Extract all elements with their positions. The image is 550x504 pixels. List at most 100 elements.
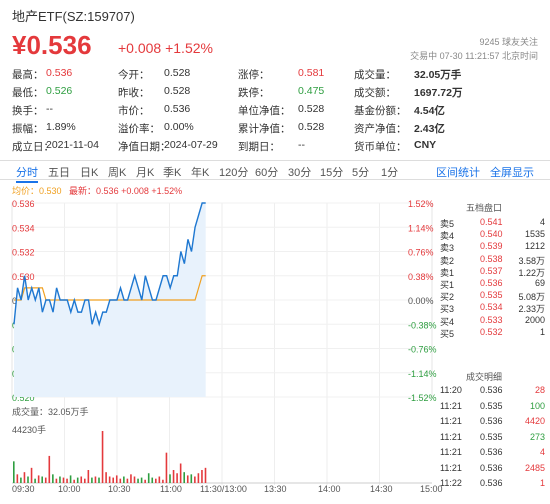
quote-value: 0.526: [46, 85, 73, 97]
quote-value: 0.528: [298, 103, 325, 115]
chart-legend: 均价：0.530 最新：0.536 +0.008 +1.52%: [12, 184, 182, 197]
orderbook-row: 卖3 0.539 1212: [440, 241, 545, 253]
tab-4[interactable]: 月K: [136, 167, 155, 179]
orderbook-side: 买1: [440, 280, 455, 290]
trade-volume: 273: [529, 431, 545, 442]
orderbook-volume: 1: [539, 326, 545, 337]
volume-bar: [172, 470, 175, 483]
trade-row: 11:21 0.535 273: [440, 432, 545, 444]
quote-label: 货币单位：: [354, 141, 407, 153]
tab-7[interactable]: 120分: [219, 167, 249, 179]
orderbook-side: 卖5: [440, 219, 455, 229]
trade-row: 11:21 0.536 4420: [440, 416, 545, 428]
legend-last: 最新：0.536 +0.008 +1.52%: [69, 186, 183, 196]
quote-label: 成交额：: [354, 87, 396, 99]
volume-bar: [169, 474, 171, 483]
legend-avg: 均价：0.530: [12, 186, 62, 196]
trade-price: 0.536: [480, 385, 503, 395]
orderbook-row: 买4 0.533 2000: [440, 315, 545, 327]
orderbook-volume: 5.08万: [518, 292, 545, 303]
quote-value: 0.581: [298, 67, 325, 79]
range-stats-link[interactable]: 区间统计: [436, 167, 480, 179]
price-change: +0.008 +1.52%: [118, 40, 213, 56]
followers-count[interactable]: 9245 球友关注: [479, 37, 538, 47]
trade-row: 11:20 0.536 28: [440, 385, 545, 397]
volume-bar: [59, 476, 61, 483]
quote-value: 32.05万手: [414, 69, 462, 81]
volume-bar: [186, 475, 189, 483]
quote-value: 2024-07-29: [164, 139, 218, 151]
page-title: 地产ETF(SZ:159707): [12, 9, 135, 24]
y-tick-label-pct: 0.76%: [408, 248, 434, 258]
y-tick-label-pct: -1.14%: [408, 369, 437, 379]
orderbook-price: 0.532: [480, 326, 503, 337]
tab-5[interactable]: 季K: [163, 167, 182, 179]
tab-8[interactable]: 60分: [255, 167, 279, 179]
tab-3[interactable]: 周K: [108, 167, 127, 179]
trade-time: 11:22: [440, 478, 462, 488]
orderbook-price: 0.534: [480, 302, 503, 313]
quote-label: 资产净值：: [354, 123, 407, 135]
volume-bar: [34, 478, 36, 483]
trade-time: 11:21: [440, 462, 462, 473]
x-tick-label: 15:00: [420, 484, 443, 494]
quote-row: 振幅： 1.89% 溢价率： 0.00% 累计净值： 0.528 资产净值： 2.43亿: [0, 121, 550, 139]
quote-label: 到期日：: [238, 141, 280, 153]
quote-value: 0.528: [164, 85, 191, 97]
trade-price: 0.535: [480, 400, 503, 411]
volume-bar: [48, 455, 51, 483]
volume-bar: [27, 476, 29, 483]
trade-volume: 4: [539, 447, 545, 457]
volume-bar: [44, 477, 47, 483]
quote-value: 1.89%: [46, 121, 76, 133]
volume-bar: [62, 477, 65, 483]
orderbook-price: 0.539: [480, 241, 503, 252]
fullscreen-link[interactable]: 全屏显示: [490, 167, 534, 179]
tab-1[interactable]: 五日: [48, 167, 70, 179]
quote-row: 最高： 0.536 今开： 0.528 涨停： 0.581 成交量： 32.05万手: [0, 67, 550, 85]
y-tick-label-pct: 1.14%: [408, 223, 434, 233]
tab-0[interactable]: 分时: [16, 164, 38, 183]
volume-bar: [16, 474, 19, 483]
tab-10[interactable]: 15分: [320, 167, 344, 179]
tab-6[interactable]: 年K: [191, 167, 210, 179]
quote-label: 溢价率：: [118, 123, 160, 135]
trade-volume: 4420: [524, 416, 545, 426]
volume-bar: [55, 478, 58, 483]
y-tick-label: 0.530: [12, 272, 35, 282]
tab-2[interactable]: 日K: [80, 167, 99, 179]
quote-row: 换手： -- 市价： 0.536 单位净值： 0.528 基金份额： 4.54亿: [0, 103, 550, 121]
volume-bar: [201, 470, 203, 483]
intraday-chart[interactable]: 0.536 1.52% 0.534 1.14% 0.532 0.76% 0.530 0.38%…: [0, 195, 550, 495]
trade-time: 11:21: [440, 447, 462, 457]
tab-12[interactable]: 1分: [381, 167, 399, 179]
volume-bar: [155, 478, 157, 483]
volume-bar: [130, 474, 132, 483]
trade-time: 11:20: [440, 385, 462, 395]
quote-value: 0.00%: [164, 121, 194, 133]
trades-title: 成交明细: [466, 372, 503, 382]
trade-volume: 2485: [524, 462, 545, 473]
x-tick-label: 14:30: [370, 484, 393, 494]
trade-row: 11:21 0.536 4: [440, 447, 545, 459]
volume-bar: [115, 475, 118, 483]
y-tick-label: 0.520: [12, 393, 35, 403]
tab-11[interactable]: 5分: [352, 167, 370, 179]
current-price: ¥0.536: [12, 30, 92, 60]
volume-bar: [197, 473, 200, 483]
quote-label: 市价：: [118, 105, 150, 117]
orderbook-row: 卖1 0.537 1.22万: [440, 266, 545, 278]
volume-bar: [94, 476, 97, 483]
orderbook-row: 买5 0.532 1: [440, 327, 545, 339]
tab-9[interactable]: 30分: [288, 167, 312, 179]
quote-label: 换手：: [12, 105, 44, 117]
y-tick-label-pct: 1.52%: [408, 199, 434, 209]
chart-period-tabs: 分时 五日 日K 周K 月K 季K 年K 120分 60分 30分 15分 5分 1分 区间统计 全屏显示: [0, 160, 550, 183]
quote-label: 跌停：: [238, 87, 270, 99]
orderbook-price: 0.536: [480, 278, 503, 288]
trade-row: 11:21 0.535 100: [440, 401, 545, 413]
trade-row: 11:22 0.536 1: [440, 478, 545, 490]
orderbook-volume: 1212: [524, 241, 545, 252]
price-line: [13, 202, 206, 327]
volume-bar: [41, 476, 43, 483]
